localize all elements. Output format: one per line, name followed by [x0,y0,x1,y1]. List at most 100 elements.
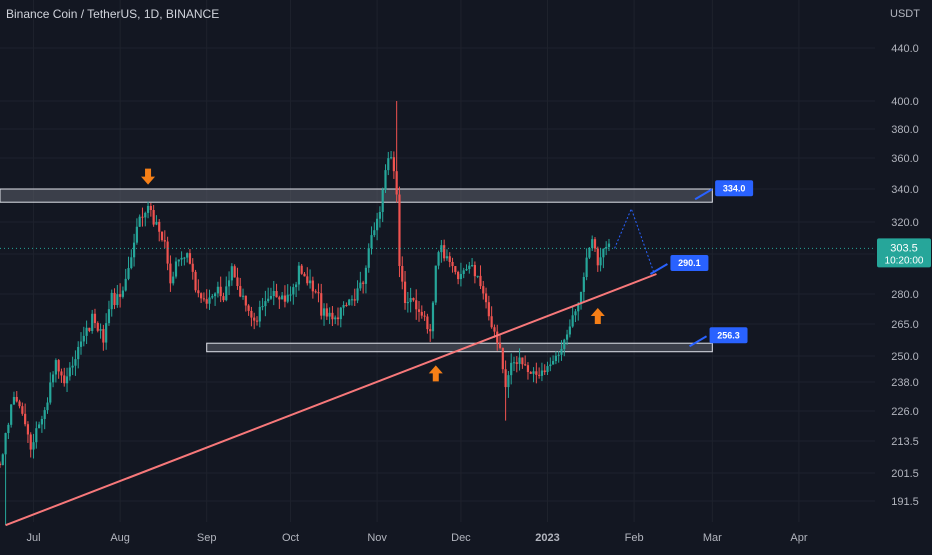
candle-body [484,293,488,303]
candle-body [68,367,71,377]
candle-body [152,210,155,225]
candle-body [107,309,111,324]
candle-body [174,261,178,277]
price-tick-label: 201.5 [891,468,919,480]
price-callout[interactable]: 334.0 [694,180,754,201]
time-tick-label: Mar [703,532,722,544]
candle-body [540,370,544,376]
candle-body [96,323,99,331]
candle-body [395,171,398,195]
time-tick-label: Aug [110,532,130,544]
candle-body [420,311,423,316]
candle-body [552,361,555,365]
candle-body [445,256,449,259]
candle-body [29,434,32,450]
candle-body [454,266,457,272]
candle-body [431,302,435,332]
last-price-value: 303.5 [890,242,918,254]
time-tick-label: 2023 [535,532,559,544]
candle-body [524,364,527,366]
candle-body [1,454,4,466]
candle-body [574,311,577,316]
candle-body [535,371,538,375]
price-tick-label: 226.0 [891,406,919,418]
time-axis[interactable]: Jul Aug Sep Oct Nov Dec 2023 Feb Mar Apr [26,532,807,544]
candle-body [163,240,166,242]
candle-body [60,371,63,376]
candle-body [457,271,460,280]
candle-body [579,291,583,304]
price-tick-label: 360.0 [891,153,919,165]
candle-body [364,267,368,284]
candle-body [138,216,141,227]
callout-box [670,255,709,271]
candle-body [356,288,359,301]
callout-pointer [649,263,668,275]
candle-body [74,359,77,366]
candle-body [186,253,189,258]
callout-box [709,327,748,344]
candle-body [473,265,476,277]
candle-body [38,424,41,429]
price-axis[interactable]: USDT 191.5 201.5 213.5 226.0 238.0 250.0 265.0 2… [877,8,931,508]
candle-body [113,292,116,306]
candle-body [498,343,502,348]
candle-body [258,306,261,322]
candle-body [149,205,152,211]
candle-body [57,360,60,372]
support-zone[interactable] [206,342,713,353]
candle-body [26,424,30,435]
price-tick-label: 238.0 [891,377,919,389]
candle-body [124,278,127,291]
last-price-tag[interactable] [877,238,931,268]
candle-body [401,266,404,282]
candle-body [367,248,370,268]
candle-body [459,273,463,280]
callout-pointer [694,188,713,201]
candle-body [253,317,256,321]
candle-body [303,273,306,277]
candle-body [222,296,225,301]
candle-body [15,396,18,402]
candle-body [328,312,331,317]
candle-body [239,286,242,297]
candle-body [512,362,516,364]
candle-body [88,327,91,331]
candle-body [510,362,513,376]
candle-body [342,305,345,308]
candle-body [591,239,594,248]
candle-body [350,299,354,301]
candle-body [188,253,192,264]
candle-body [233,266,236,278]
candle-body [546,366,549,373]
candle-body [105,323,108,343]
candle-body [278,297,281,300]
candle-body [317,292,320,294]
candle-body [359,282,362,289]
candle-body [571,315,574,327]
resistance-zone[interactable] [0,188,713,203]
candle-body [426,316,429,330]
candle-body [119,294,122,297]
time-tick-label: Sep [197,532,217,544]
candle-body [406,302,409,304]
price-tick-label: 400.0 [891,96,919,108]
candle-body [345,305,348,307]
candle-body [295,284,298,288]
ascending-trendline[interactable] [5,273,657,527]
candle-body [521,357,524,365]
candle-body [110,292,113,310]
price-callout[interactable]: 256.3 [689,327,748,348]
callout-label: 290.1 [678,258,701,268]
price-tick-label: 250.0 [891,351,919,363]
candle-body [127,268,130,279]
candle-body [63,375,66,384]
price-callout[interactable]: 290.1 [649,255,709,275]
candle-body [200,293,203,299]
candle-body [46,402,49,411]
candle-body [490,316,493,328]
candle-body [415,300,418,310]
